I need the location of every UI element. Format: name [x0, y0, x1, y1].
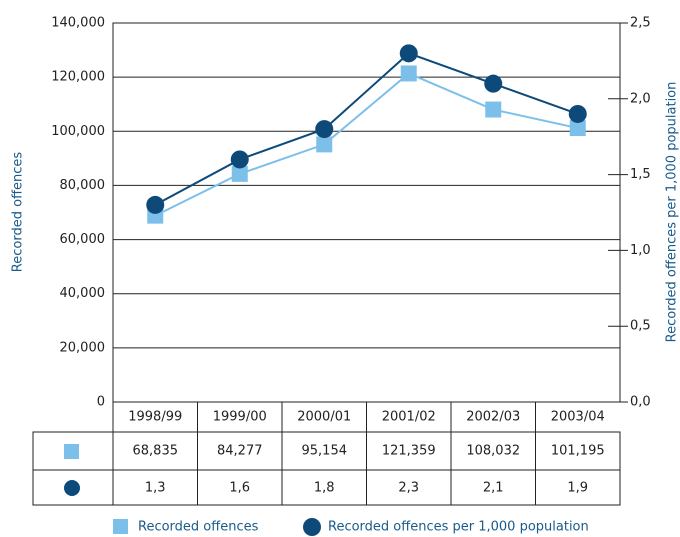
point [484, 74, 503, 93]
table-value: 1,6 [229, 481, 250, 496]
y-tick-label: 20,000 [60, 340, 106, 355]
point [231, 165, 248, 182]
x-tick-label: 1999/00 [213, 410, 267, 425]
x-tick-label: 1998/99 [128, 410, 182, 425]
point [568, 104, 587, 123]
x-tick-label: 2001/02 [382, 410, 436, 425]
table-frame [32, 431, 621, 506]
table-value: 121,359 [382, 444, 436, 459]
point [399, 44, 418, 63]
table-value: 95,154 [302, 444, 348, 459]
table-value: 1,3 [145, 481, 166, 496]
y2-tick-label: 0,5 [630, 319, 651, 334]
y2-tick-label: 2,0 [630, 91, 651, 106]
y2-tick-label: 2,5 [630, 16, 651, 31]
y2-axis-title: Recorded offences per 1,000 population [665, 82, 680, 343]
y2-tick-label: 1,0 [630, 243, 651, 258]
y-tick-label: 60,000 [60, 232, 106, 247]
y-tick-label: 80,000 [60, 178, 106, 193]
point [316, 136, 333, 153]
point [485, 101, 502, 118]
table-value: 108,032 [466, 444, 520, 459]
plot-frame [112, 22, 621, 403]
point [230, 150, 249, 169]
legend-circle [303, 518, 321, 536]
y-tick-label: 140,000 [51, 16, 105, 31]
point [315, 120, 334, 139]
legend-label: Recorded offences per 1,000 population [328, 520, 589, 535]
table-value: 84,277 [217, 444, 263, 459]
x-tick-label: 2000/01 [297, 410, 351, 425]
legend-label: Recorded offences [138, 520, 259, 535]
table-value: 2,3 [398, 481, 419, 496]
x-tick-label: 2002/03 [466, 410, 520, 425]
series-line [154, 72, 578, 217]
y2-tick-label: 0,0 [630, 395, 651, 410]
point [400, 65, 417, 82]
table-value: 1,8 [314, 481, 335, 496]
y2-tick-label: 1,5 [630, 167, 651, 182]
table-value: 1,9 [567, 481, 588, 496]
y-tick-label: 100,000 [51, 124, 105, 139]
y-tick-label: 120,000 [51, 70, 105, 85]
data-table [32, 402, 621, 506]
y-axis-title: Recorded offences [11, 152, 26, 273]
table-circle-icon [64, 480, 80, 496]
y-tick-label: 40,000 [60, 286, 106, 301]
legend-square [113, 519, 128, 534]
table-value: 2,1 [483, 481, 504, 496]
table-value: 68,835 [133, 444, 179, 459]
series-line [154, 52, 579, 206]
point [569, 120, 586, 137]
y-tick-label: 0 [97, 395, 105, 410]
table-value: 101,195 [551, 444, 605, 459]
x-tick-label: 2003/04 [551, 410, 605, 425]
point [146, 195, 165, 214]
table-square-icon [64, 444, 79, 459]
